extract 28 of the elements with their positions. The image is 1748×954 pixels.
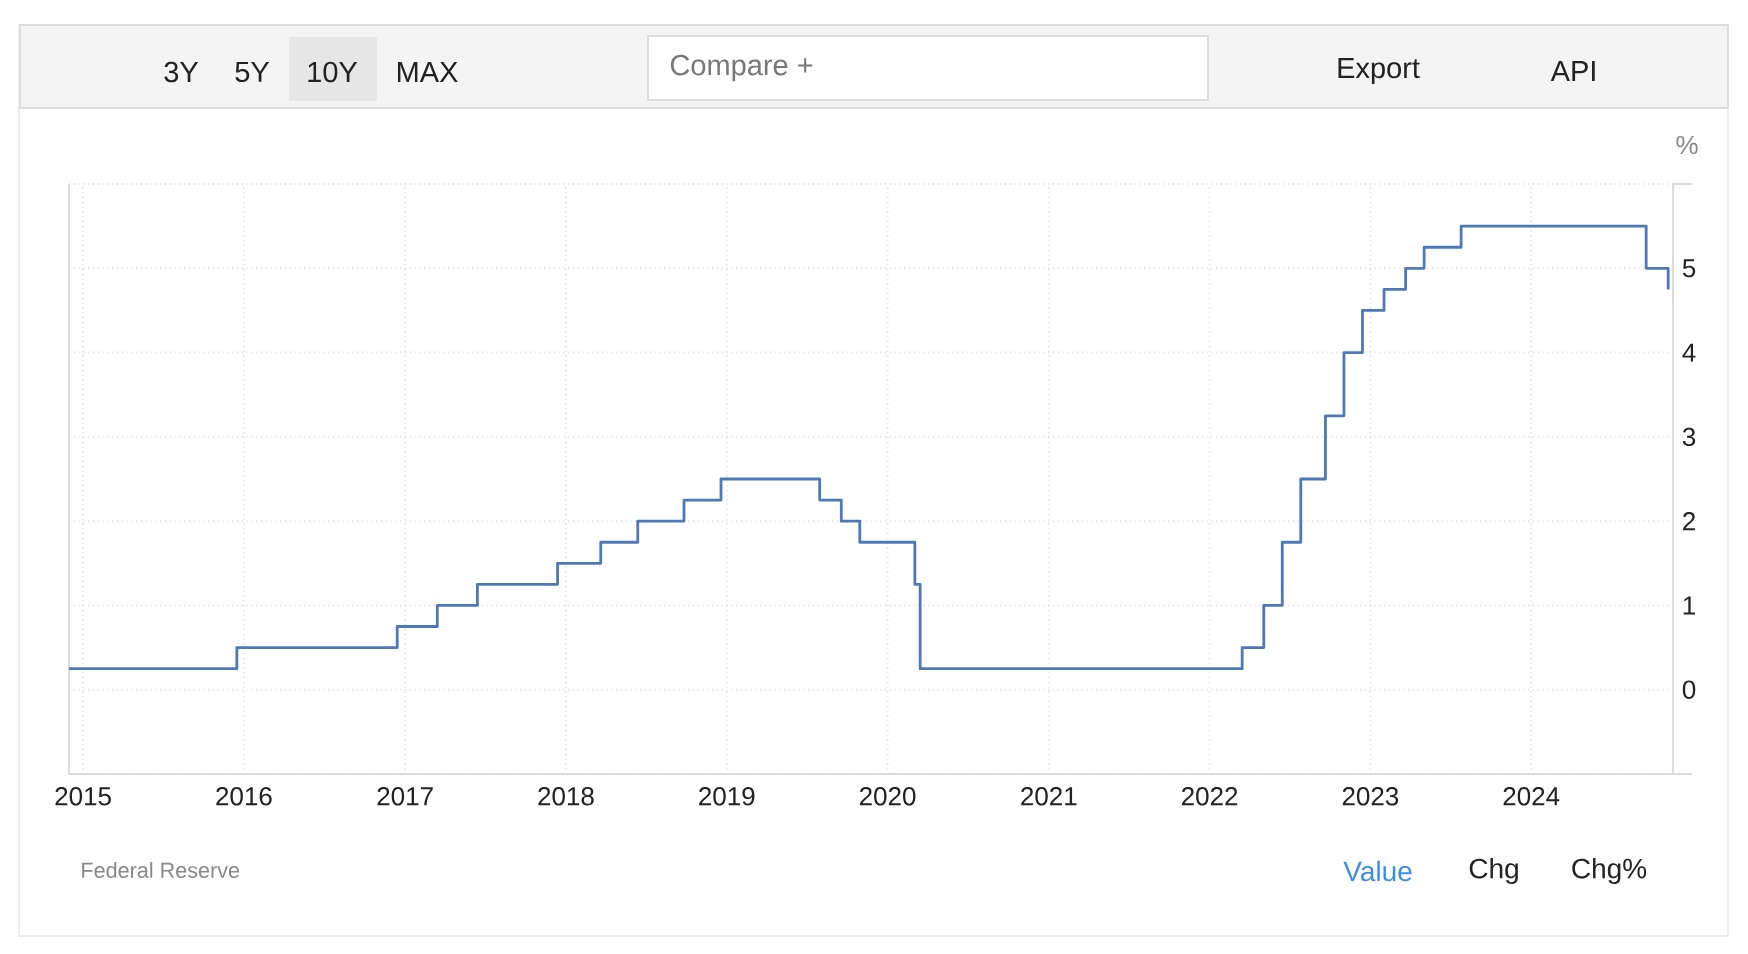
x-tick-label: 2021 bbox=[1021, 787, 1077, 806]
y-tick-label: 2 bbox=[1683, 512, 1695, 531]
y-tick-label: 4 bbox=[1682, 343, 1696, 362]
text: 10Y bbox=[308, 61, 358, 83]
x-tick-label: 2022 bbox=[1181, 787, 1238, 806]
y-tick-label: 3 bbox=[1682, 427, 1696, 447]
x-tick-label: 2019 bbox=[699, 787, 755, 806]
y-tick-label: 1 bbox=[1683, 596, 1696, 615]
x-tick-label: 2017 bbox=[377, 787, 433, 806]
x-tick-label: 2016 bbox=[216, 787, 272, 806]
y-axis-title: % bbox=[1676, 135, 1698, 155]
x-tick-label: 2020 bbox=[859, 787, 916, 806]
text: Federal Reserve bbox=[82, 862, 240, 878]
text: MAX bbox=[397, 62, 458, 82]
text: Compare + bbox=[670, 54, 813, 82]
text: API bbox=[1550, 61, 1595, 81]
x-tick-label: 2015 bbox=[55, 787, 111, 806]
x-tick-label: 2018 bbox=[538, 787, 594, 806]
text: 3Y bbox=[164, 61, 199, 83]
text: Chg% bbox=[1572, 857, 1647, 885]
y-tick-label: 5 bbox=[1682, 259, 1696, 278]
x-tick-label: 2023 bbox=[1342, 787, 1399, 806]
text: Chg bbox=[1469, 857, 1518, 885]
x-tick-label: 2024 bbox=[1503, 787, 1560, 806]
text: Export bbox=[1338, 58, 1420, 84]
text: 5Y bbox=[235, 61, 270, 83]
text: Value bbox=[1343, 860, 1412, 882]
y-tick-label: 0 bbox=[1682, 680, 1696, 699]
